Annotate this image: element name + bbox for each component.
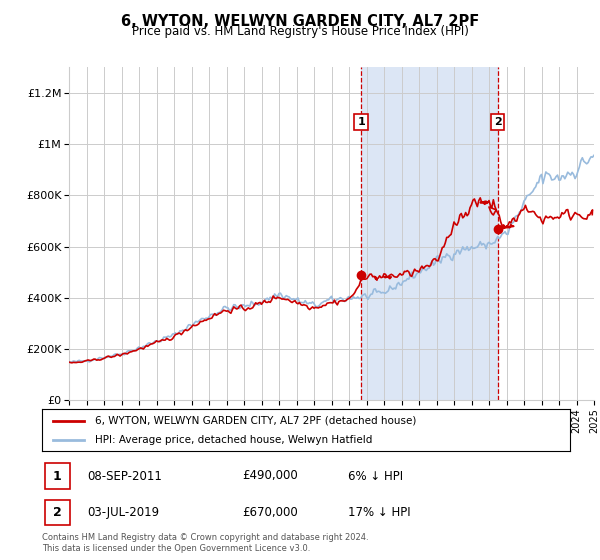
Text: 2: 2 [494, 117, 502, 127]
Text: £670,000: £670,000 [242, 506, 298, 519]
Bar [361, 67, 498, 400]
Text: Contains HM Land Registry data © Crown copyright and database right 2024.
This d: Contains HM Land Registry data © Crown c… [42, 533, 368, 553]
Text: 2: 2 [53, 506, 62, 519]
Text: HPI: Average price, detached house, Welwyn Hatfield: HPI: Average price, detached house, Welw… [95, 435, 372, 445]
Text: Price paid vs. HM Land Registry's House Price Index (HPI): Price paid vs. HM Land Registry's House … [131, 25, 469, 38]
Text: 1: 1 [53, 469, 62, 483]
Text: £490,000: £490,000 [242, 469, 298, 483]
Text: 03-JUL-2019: 03-JUL-2019 [87, 506, 159, 519]
FancyBboxPatch shape [44, 500, 70, 525]
Text: 1: 1 [357, 117, 365, 127]
Text: 08-SEP-2011: 08-SEP-2011 [87, 469, 162, 483]
Text: 17% ↓ HPI: 17% ↓ HPI [348, 506, 411, 519]
Text: 6, WYTON, WELWYN GARDEN CITY, AL7 2PF (detached house): 6, WYTON, WELWYN GARDEN CITY, AL7 2PF (d… [95, 416, 416, 426]
Text: 6, WYTON, WELWYN GARDEN CITY, AL7 2PF: 6, WYTON, WELWYN GARDEN CITY, AL7 2PF [121, 14, 479, 29]
FancyBboxPatch shape [44, 464, 70, 488]
Text: 6% ↓ HPI: 6% ↓ HPI [348, 469, 403, 483]
